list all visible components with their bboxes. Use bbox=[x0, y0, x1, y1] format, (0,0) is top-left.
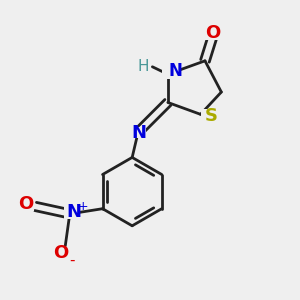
Text: N: N bbox=[67, 202, 82, 220]
Text: H: H bbox=[138, 59, 149, 74]
FancyBboxPatch shape bbox=[200, 109, 215, 121]
FancyBboxPatch shape bbox=[55, 247, 69, 258]
Text: +: + bbox=[78, 200, 89, 213]
FancyBboxPatch shape bbox=[205, 29, 219, 40]
Text: -: - bbox=[69, 253, 75, 268]
FancyBboxPatch shape bbox=[64, 207, 78, 219]
Text: N: N bbox=[131, 124, 146, 142]
Text: O: O bbox=[206, 25, 220, 43]
Text: O: O bbox=[53, 244, 69, 262]
FancyBboxPatch shape bbox=[132, 127, 146, 138]
FancyBboxPatch shape bbox=[163, 67, 180, 79]
Text: O: O bbox=[18, 195, 34, 213]
Text: S: S bbox=[205, 106, 218, 124]
FancyBboxPatch shape bbox=[20, 200, 34, 211]
Text: N: N bbox=[168, 62, 182, 80]
